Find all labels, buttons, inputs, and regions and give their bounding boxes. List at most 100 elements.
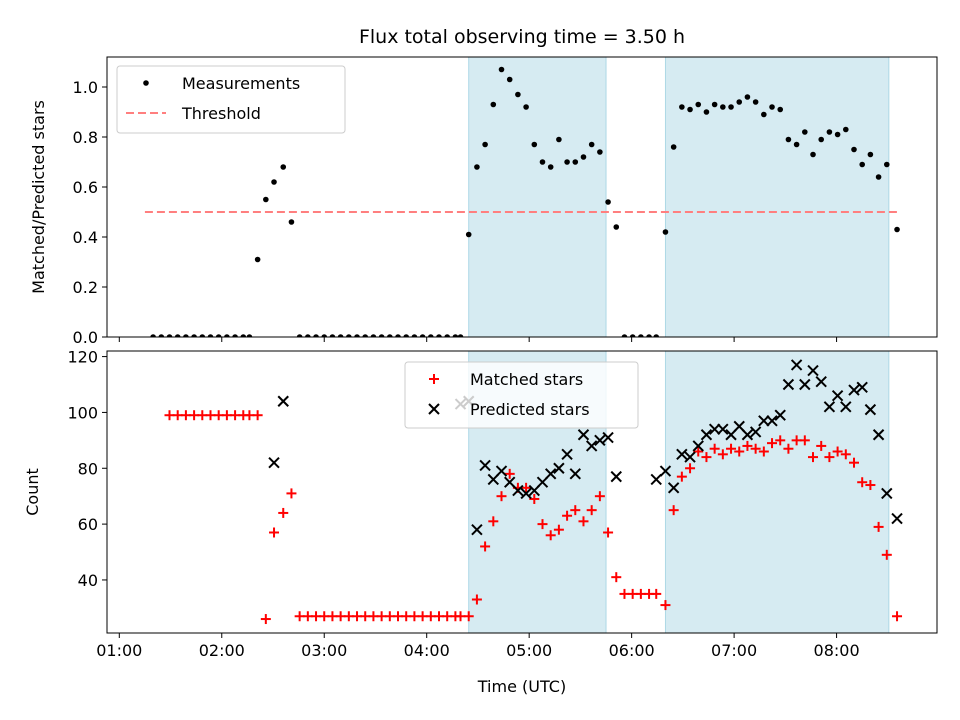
data-point	[693, 446, 704, 457]
x-marker-b	[610, 470, 622, 483]
data-point	[668, 505, 679, 516]
x-marker-b	[512, 484, 524, 497]
data-point	[848, 384, 860, 396]
y-tick-label: 120	[67, 348, 98, 367]
x-marker-b	[700, 429, 713, 441]
data-point	[799, 435, 810, 446]
x-marker-b	[577, 429, 590, 441]
data-point	[777, 106, 784, 113]
data-point	[857, 477, 868, 488]
x-marker-b	[891, 512, 903, 525]
x-marker-b	[807, 364, 819, 377]
data-point	[305, 334, 311, 337]
data-point	[586, 505, 597, 516]
x-marker-b	[594, 434, 606, 447]
data-point	[313, 334, 319, 337]
data-point	[872, 429, 885, 441]
data-point	[224, 334, 230, 337]
data-point	[638, 334, 644, 337]
data-point	[826, 129, 833, 135]
data-point	[687, 106, 693, 113]
count-panel: 40 60 80 100 120 Count 01:00 02:00 03:00 04:00 05:…	[23, 348, 938, 660]
data-point	[523, 104, 529, 110]
data-point	[840, 401, 852, 413]
data-point	[881, 549, 892, 560]
data-point	[419, 334, 426, 337]
legend-item: Threshold	[126, 104, 261, 123]
data-point	[883, 161, 890, 168]
data-point	[851, 146, 857, 153]
data-point	[823, 401, 836, 413]
data-point	[873, 521, 884, 532]
data-point	[650, 473, 662, 486]
data-point	[736, 99, 743, 105]
data-point	[207, 334, 214, 337]
legend-swatch	[429, 374, 439, 384]
data-point	[782, 378, 795, 391]
data-point	[286, 488, 297, 499]
data-point	[840, 449, 851, 460]
data-point	[411, 334, 418, 337]
data-point	[667, 482, 680, 494]
x-tick-label: 01:00	[96, 641, 142, 660]
data-point	[676, 471, 687, 482]
data-point	[444, 334, 450, 337]
data-point	[183, 334, 189, 337]
legend-item: Measurements	[143, 74, 300, 93]
y-axis-title: Count	[23, 468, 42, 516]
data-point	[709, 443, 720, 454]
data-point	[465, 231, 472, 238]
data-point	[277, 395, 289, 407]
data-point	[329, 334, 336, 337]
x-tick-label: 08:00	[814, 641, 860, 660]
data-point	[695, 101, 702, 108]
data-point	[553, 462, 565, 474]
data-point	[662, 229, 669, 235]
data-point	[166, 334, 173, 337]
data-point	[271, 179, 277, 185]
data-point	[174, 334, 181, 337]
x-tick-label: 04:00	[404, 641, 450, 660]
data-point	[865, 480, 876, 491]
data-point	[802, 129, 808, 135]
data-point	[246, 334, 253, 337]
shaded-interval-1	[664, 350, 890, 634]
data-point	[296, 334, 303, 337]
data-point	[849, 457, 859, 468]
data-point	[717, 423, 729, 435]
legend-box	[404, 361, 639, 429]
data-point	[867, 151, 874, 158]
data-point	[750, 443, 761, 454]
data-point	[767, 438, 778, 449]
data-point	[766, 415, 778, 427]
legend-swatch	[428, 403, 440, 415]
data-point	[215, 334, 222, 337]
x-marker-b	[864, 403, 877, 416]
x-marker-b	[782, 378, 795, 391]
data-point	[280, 164, 287, 170]
legend-label: Matched stars	[470, 370, 583, 389]
x-marker-b	[428, 403, 440, 415]
x-marker-b	[553, 462, 565, 474]
data-point	[717, 449, 728, 460]
x-marker-b	[840, 401, 852, 413]
data-point	[252, 410, 263, 421]
data-point	[646, 334, 652, 337]
shaded-interval-1	[664, 56, 890, 338]
data-point	[232, 334, 238, 337]
x-tick-label: 06:00	[609, 641, 655, 660]
data-point	[395, 334, 401, 337]
data-point	[670, 144, 677, 150]
data-point	[818, 136, 825, 143]
data-point	[578, 516, 589, 527]
data-point	[268, 456, 280, 469]
data-point	[749, 426, 762, 438]
data-point	[199, 334, 206, 337]
data-point	[479, 459, 491, 472]
x-marker-b	[872, 429, 885, 441]
data-point	[564, 159, 570, 165]
data-point	[679, 104, 685, 110]
x-marker-b	[717, 423, 729, 435]
x-tick-label: 03:00	[301, 641, 347, 660]
